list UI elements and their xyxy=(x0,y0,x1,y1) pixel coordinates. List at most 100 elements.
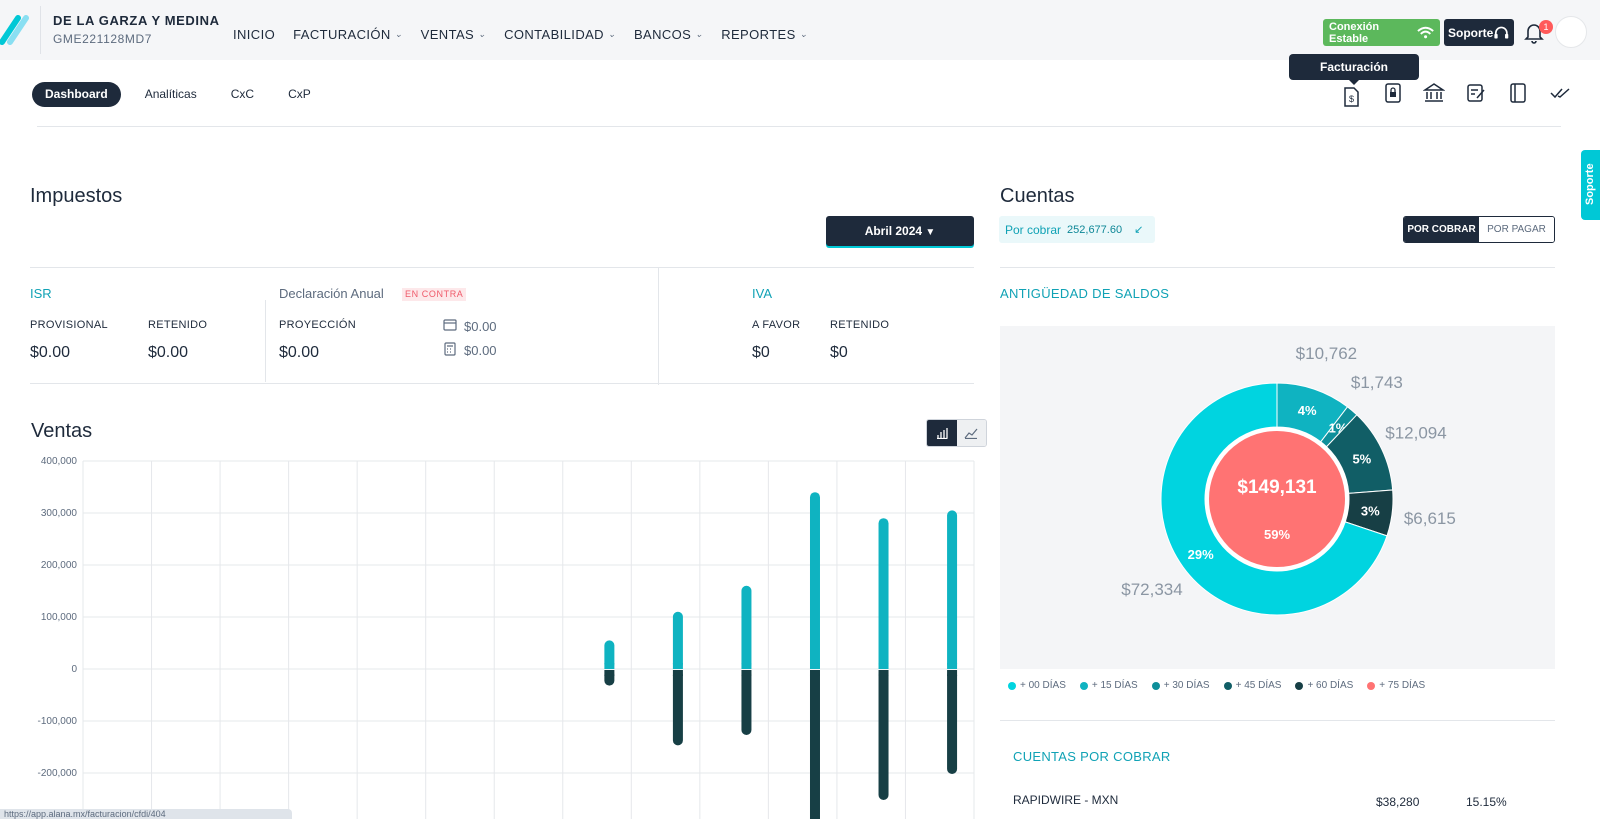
legend-dot xyxy=(1223,681,1232,690)
por-cobrar-button[interactable]: POR COBRAR xyxy=(1404,217,1479,242)
ventas-title: Ventas xyxy=(31,420,93,442)
impuestos-title: Impuestos xyxy=(30,185,123,207)
status-badge: EN CONTRA xyxy=(402,288,467,301)
bank-icon[interactable] xyxy=(1423,82,1445,104)
ventas-chart: 400,000 300,000 200,000 100,000 0 -100,000 -20… xyxy=(38,456,975,819)
center-percent-label: 59% xyxy=(1264,527,1290,542)
row-amount: $38,280 xyxy=(1376,795,1420,809)
y-tick-label: 200,000 xyxy=(41,560,78,571)
iva-retenido-label: RETENIDO xyxy=(830,319,890,331)
bar-chart-icon xyxy=(936,428,948,439)
chevron-down-icon: ⌄ xyxy=(799,29,808,39)
row-client-name: RAPIDWIRE - MXN xyxy=(1013,793,1119,807)
company-rfc: GME221128MD7 xyxy=(53,32,153,46)
pie-slice xyxy=(1160,382,1388,616)
legend-item[interactable]: + 15 DÍAS xyxy=(1079,680,1138,691)
bar xyxy=(741,663,752,669)
app-logo-icon[interactable] xyxy=(0,14,32,46)
support-side-label: Soporte xyxy=(1584,163,1596,205)
proyeccion-label: PROYECCIÓN xyxy=(279,319,356,331)
bar xyxy=(947,663,958,669)
support-button[interactable]: Soporte xyxy=(1444,19,1514,46)
bar xyxy=(672,670,683,746)
tab-analiticas[interactable]: Analíticas xyxy=(144,87,197,101)
y-tick-label: -100,000 xyxy=(38,716,78,727)
legend-label: + 75 DÍAS xyxy=(1379,680,1426,691)
chart-type-toggle xyxy=(926,419,987,447)
avatar[interactable] xyxy=(1555,16,1587,48)
isr-retenido-label: RETENIDO xyxy=(148,319,208,331)
cuentas-title: Cuentas xyxy=(1000,185,1075,207)
divider xyxy=(30,267,974,268)
iva-retenido-value: $0 xyxy=(830,344,848,361)
slice-value-label: $1,743 xyxy=(1351,373,1403,392)
bar-chart-button[interactable] xyxy=(927,420,957,446)
notebook-icon[interactable] xyxy=(1507,82,1529,104)
row-percent: 15.15% xyxy=(1466,795,1507,809)
bar xyxy=(878,663,889,669)
nav-item-reportes[interactable]: REPORTES ⌄ xyxy=(721,27,808,42)
bell-icon[interactable] xyxy=(1522,20,1546,44)
slice-value-label: $6,615 xyxy=(1404,509,1456,528)
svg-text:$: $ xyxy=(1349,94,1354,104)
y-tick-label: -200,000 xyxy=(38,768,78,779)
slice-value-label: $72,334 xyxy=(1121,580,1182,599)
y-tick-label: 100,000 xyxy=(41,612,78,623)
bar xyxy=(947,510,958,669)
double-check-icon[interactable] xyxy=(1550,82,1572,104)
wifi-icon xyxy=(1417,26,1434,38)
nav-item-facturacion[interactable]: FACTURACIÓN ⌄ xyxy=(293,27,403,42)
bar xyxy=(809,670,820,819)
anual-amount-2: $0.00 xyxy=(464,343,497,358)
iva-favor-label: A FAVOR xyxy=(752,319,801,331)
invoice-icon[interactable]: $ xyxy=(1340,86,1362,108)
tab-dashboard[interactable]: Dashboard xyxy=(32,82,121,107)
declaracion-anual-label: Declaración Anual xyxy=(279,286,384,301)
nav-item-ventas[interactable]: VENTAS ⌄ xyxy=(420,27,487,42)
divider xyxy=(265,300,266,382)
top-bar: DE LA GARZA Y MEDINA GME221128MD7 INICIO… xyxy=(0,0,1600,60)
legend-label: + 60 DÍAS xyxy=(1307,680,1354,691)
status-url: https://app.alana.mx/facturacion/cfdi/40… xyxy=(0,809,292,819)
chevron-down-icon: ⌄ xyxy=(478,29,487,39)
legend-item[interactable]: + 30 DÍAS xyxy=(1151,680,1210,691)
legend-item[interactable]: + 60 DÍAS xyxy=(1295,680,1353,691)
por-cobrar-summary: Por cobrar 252,677.60 ↙ xyxy=(999,216,1155,243)
nav-item-bancos[interactable]: BANCOS ⌄ xyxy=(633,27,704,42)
dashboard-tabs: Dashboard Analíticas CxC CxP xyxy=(32,82,321,107)
headset-icon xyxy=(1494,26,1509,39)
nav-item-inicio[interactable]: INICIO xyxy=(233,27,276,42)
connection-label: Conexión Estable xyxy=(1329,20,1380,45)
tab-cxc[interactable]: CxC xyxy=(230,87,255,101)
isr-provisional-value: $0.00 xyxy=(30,344,71,361)
slice-percent-label: 29% xyxy=(1188,547,1214,562)
bar xyxy=(672,663,683,669)
caret-down-icon: ▼ xyxy=(925,227,936,238)
line-chart-button[interactable] xyxy=(956,420,986,446)
bar xyxy=(878,518,889,669)
bar xyxy=(878,670,889,800)
edit-document-icon[interactable] xyxy=(1465,82,1487,104)
legend-item[interactable]: + 75 DÍAS xyxy=(1367,680,1425,691)
nav-item-contabilidad[interactable]: CONTABILIDAD ⌄ xyxy=(504,27,616,42)
isr-retenido-value: $0.00 xyxy=(148,344,189,361)
isr-provisional-label: PROVISIONAL xyxy=(30,319,108,331)
divider xyxy=(1000,267,1555,268)
support-side-tab[interactable]: Soporte xyxy=(1581,150,1600,220)
lock-document-icon[interactable] xyxy=(1382,82,1404,104)
y-tick-label: 400,000 xyxy=(41,456,78,467)
bar xyxy=(809,670,820,676)
cuentas-por-cobrar-title: CUENTAS POR COBRAR xyxy=(1013,749,1171,764)
chevron-down-icon: ⌄ xyxy=(394,29,403,39)
tab-cxp[interactable]: CxP xyxy=(288,87,311,101)
por-pagar-button[interactable]: POR PAGAR xyxy=(1479,217,1554,242)
legend-item[interactable]: + 00 DÍAS xyxy=(1008,680,1066,691)
bar xyxy=(672,670,683,676)
main-nav: INICIO FACTURACIÓN ⌄ VENTAS ⌄ CONTABILIDAD… xyxy=(233,27,808,42)
month-selector[interactable]: Abril 2024 ▼ xyxy=(826,216,974,246)
legend-item[interactable]: + 45 DÍAS xyxy=(1223,680,1281,691)
bar xyxy=(947,670,958,774)
connection-status-button[interactable]: Conexión Estable xyxy=(1323,19,1440,46)
bar xyxy=(947,670,958,676)
cuentas-toggle: POR COBRAR POR PAGAR xyxy=(1403,216,1555,243)
